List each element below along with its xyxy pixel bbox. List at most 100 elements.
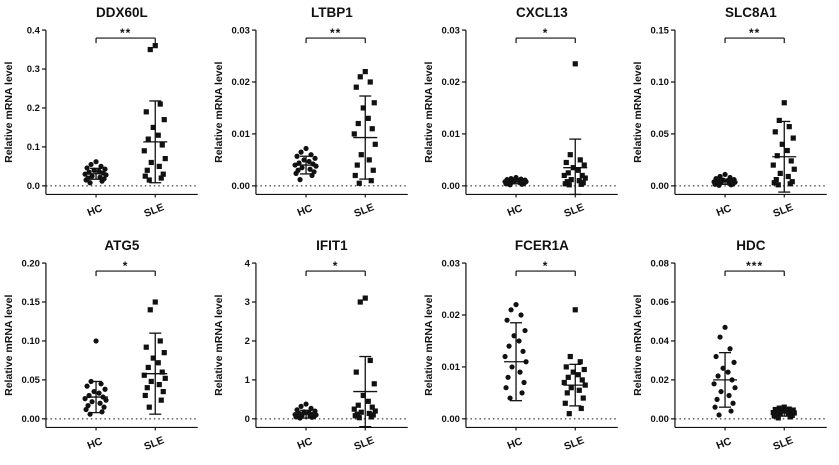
y-tick-label: 0.00 — [441, 181, 459, 192]
chart-panel-fcer1a: FCER1A Relative mRNA level 0.00 0.01 0.02 0.0… — [423, 238, 618, 453]
data-point-square — [365, 115, 371, 121]
data-point-square — [785, 410, 792, 417]
data-point-square — [562, 400, 568, 406]
data-point-circle — [503, 317, 510, 323]
x-tick-label-sle: SLE — [352, 434, 375, 453]
chart-title: IFIT1 — [316, 238, 348, 253]
data-point-square — [561, 379, 567, 385]
data-point-circle — [89, 173, 95, 179]
data-point-circle — [516, 369, 523, 375]
chart-panel-ifit1: IFIT1 Relative mRNA level 0 1 2 3 4 HC SLE * — [213, 238, 408, 453]
data-point-square — [577, 157, 583, 163]
data-point-circle — [515, 337, 522, 344]
data-point-square — [579, 376, 585, 383]
data-point-square — [158, 175, 164, 181]
y-tick-label: 0.4 — [27, 25, 41, 36]
data-point-square — [362, 69, 368, 75]
data-point-circle — [84, 165, 90, 171]
y-tick-label: 0.02 — [231, 77, 249, 88]
y-tick-label: 0.15 — [651, 25, 670, 36]
data-point-square — [572, 61, 578, 67]
y-tick-label: 0.3 — [27, 64, 40, 75]
data-point-square — [781, 100, 788, 106]
y-tick-label: 0.02 — [651, 375, 669, 386]
x-tick-label-sle: SLE — [562, 434, 585, 453]
data-point-square — [353, 84, 359, 90]
x-tick-label-hc: HC — [505, 202, 524, 219]
data-point-square — [155, 359, 161, 365]
data-point-square — [575, 167, 581, 173]
data-point-square — [784, 407, 791, 414]
y-axis-label: Relative mRNA level — [423, 294, 435, 395]
data-point-square — [157, 337, 163, 344]
data-point-circle — [728, 407, 734, 414]
data-point-circle — [93, 337, 99, 344]
data-point-square — [152, 43, 158, 49]
data-point-circle — [97, 400, 103, 406]
y-tick-label: 0.00 — [231, 181, 249, 192]
data-point-square — [788, 408, 795, 415]
data-point-square — [776, 117, 783, 124]
data-point-square — [161, 349, 167, 355]
data-point-circle — [726, 392, 732, 398]
data-point-square — [351, 131, 357, 137]
data-point-square — [159, 142, 165, 148]
data-point-square — [352, 412, 358, 418]
chart-title: CXCL13 — [516, 5, 568, 20]
data-point-square — [568, 384, 574, 390]
x-tick-label-sle: SLE — [352, 201, 375, 220]
data-point-circle — [91, 388, 97, 394]
data-point-circle — [717, 173, 723, 180]
data-point-circle — [717, 333, 723, 340]
data-point-circle — [712, 181, 718, 187]
data-point-square — [580, 394, 586, 401]
data-point-circle — [84, 383, 90, 389]
data-point-square — [161, 117, 167, 123]
data-point-circle — [521, 327, 528, 333]
data-point-square — [775, 414, 782, 420]
chart-panel-cxcl13: CXCL13 Relative mRNA level 0.00 0.01 0.02 0.0… — [423, 5, 618, 220]
data-point-square — [155, 132, 161, 138]
data-point-circle — [85, 402, 91, 408]
data-point-circle — [718, 388, 724, 394]
data-point-square — [579, 172, 585, 179]
data-point-square — [565, 374, 571, 380]
data-point-circle — [727, 345, 733, 351]
data-point-square — [372, 407, 378, 414]
x-tick-label-hc: HC — [295, 435, 314, 452]
significance-label: ** — [749, 26, 760, 40]
data-point-square — [779, 407, 786, 413]
y-tick-label: 0.00 — [441, 414, 459, 425]
data-point-square — [356, 180, 362, 186]
data-point-square — [367, 357, 373, 363]
y-axis-label: Relative mRNA level — [632, 61, 644, 162]
data-point-square — [372, 141, 378, 147]
data-point-square — [369, 126, 375, 132]
data-point-square — [148, 378, 154, 384]
data-point-square — [362, 295, 368, 301]
chart-panel-ddx60l: DDX60L Relative mRNA level 0.0 0.1 0.2 0.3 0.4… — [3, 5, 198, 220]
data-point-circle — [508, 363, 515, 370]
data-point-circle — [98, 380, 104, 386]
significance-label: * — [542, 259, 548, 273]
data-point-square — [368, 413, 374, 420]
y-tick-label: 4 — [244, 258, 250, 269]
data-point-circle — [519, 348, 526, 354]
data-point-circle — [294, 153, 300, 159]
y-tick-label: 0.05 — [651, 129, 670, 140]
data-point-square — [141, 148, 147, 154]
y-tick-label: 0.05 — [21, 375, 40, 386]
chart-panel-ltbp1: LTBP1 Relative mRNA level 0.00 0.01 0.02 0.03… — [213, 5, 408, 220]
y-axis-label: Relative mRNA level — [213, 61, 225, 162]
data-point-square — [772, 129, 779, 135]
chart-title: FCER1A — [514, 238, 568, 253]
x-tick-label-hc: HC — [505, 435, 524, 452]
x-tick-label-hc: HC — [715, 435, 734, 452]
data-point-circle — [730, 400, 736, 406]
data-point-square — [566, 410, 572, 416]
data-point-square — [371, 380, 377, 386]
data-point-circle — [716, 411, 722, 418]
data-point-circle — [520, 379, 527, 385]
data-point-square — [360, 105, 366, 111]
